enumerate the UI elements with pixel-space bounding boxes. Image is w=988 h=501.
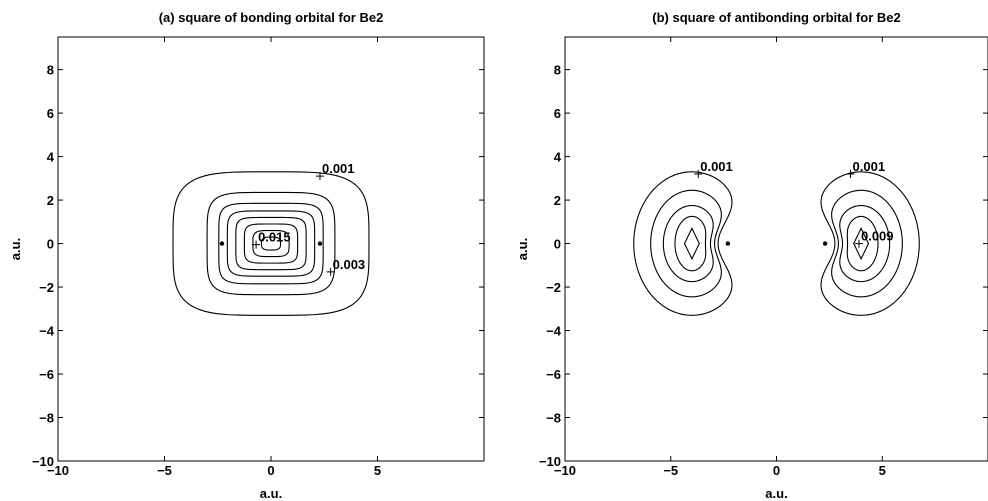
y-tick-label: 6: [554, 106, 561, 121]
y-tick-label: −6: [546, 367, 561, 382]
y-tick-label: 2: [554, 193, 561, 208]
contour-label: 0.009: [861, 229, 894, 244]
plot-frame: [564, 36, 988, 462]
x-axis-label: a.u.: [765, 486, 787, 501]
y-tick-label: −4: [39, 324, 55, 339]
contour-line-0.009: [853, 227, 870, 261]
contour-label: 0.015: [258, 230, 291, 245]
contour-label-marker: [252, 240, 261, 249]
y-tick-label: 0: [47, 237, 54, 252]
chart-title: (a) square of bonding orbital for Be2: [159, 10, 384, 25]
contour-line-0.011: [243, 223, 299, 264]
y-tick-label: 4: [554, 150, 562, 165]
x-tick-label: 0: [773, 463, 780, 478]
y-tick-label: −2: [546, 280, 561, 295]
x-axis-label: a.u.: [260, 486, 282, 501]
contour-line-0.007: [226, 210, 316, 277]
y-tick-label: 8: [554, 63, 561, 78]
contour-label-marker: [854, 239, 863, 248]
contour-line-0.001: [820, 171, 920, 316]
panel-a: (a) square of bonding orbital for Be2 0.0…: [8, 10, 485, 501]
contour-label-marker: [315, 172, 324, 181]
y-tick-label: 2: [47, 193, 54, 208]
contour-line-0.005: [839, 204, 891, 283]
y-tick-label: −6: [39, 367, 54, 382]
x-tick-label: 5: [374, 463, 381, 478]
contour-line-0.005: [218, 202, 324, 285]
x-tick-label: −10: [47, 463, 69, 478]
x-tick-label: −5: [157, 463, 172, 478]
x-tick-label: −5: [663, 463, 678, 478]
contour-label-marker: [846, 169, 855, 178]
x-tick-label: −10: [554, 463, 576, 478]
nucleus-dot: [822, 241, 828, 246]
y-tick-label: 8: [47, 63, 54, 78]
panel-b: (b) square of antibonding orbital for Be…: [515, 10, 988, 501]
y-axis-label: a.u.: [8, 238, 23, 260]
contour-line-0.003: [650, 189, 722, 298]
y-tick-label: −2: [39, 280, 54, 295]
y-tick-label: 6: [47, 106, 54, 121]
contour-line-0.009: [683, 227, 700, 261]
contour-label: 0.001: [700, 159, 733, 174]
nucleus-dot: [317, 241, 323, 246]
contour-label-marker: [694, 169, 703, 178]
contour-label: 0.003: [333, 257, 366, 272]
nucleus-dot: [219, 241, 225, 246]
contour-line-0.007: [674, 215, 707, 272]
nucleus-dot: [725, 241, 731, 246]
x-tick-label: 0: [267, 463, 274, 478]
y-tick-label: 0: [554, 237, 561, 252]
chart-title: (b) square of antibonding orbital for Be…: [652, 10, 900, 25]
contour-line-0.005: [662, 204, 714, 283]
y-tick-label: −8: [546, 411, 561, 426]
contour-line-0.007: [846, 215, 879, 272]
contour-line-0.013: [252, 229, 290, 258]
contour-label-marker: [326, 267, 335, 276]
contour-label: 0.001: [853, 159, 886, 174]
contour-line-0.003: [831, 189, 903, 298]
y-tick-label: −10: [539, 454, 561, 469]
y-tick-label: −8: [39, 411, 54, 426]
y-tick-label: 4: [47, 150, 55, 165]
plot-frame: [57, 36, 485, 462]
y-tick-label: −4: [546, 324, 562, 339]
contour-line-0.003: [206, 191, 336, 296]
contour-line-0.009: [235, 216, 307, 271]
contour-line-0.001: [172, 171, 370, 316]
contour-line-0.001: [633, 171, 733, 316]
contour-label: 0.001: [322, 161, 355, 176]
y-axis-label: a.u.: [515, 238, 530, 260]
x-tick-label: 5: [879, 463, 886, 478]
contour-line-0.015: [260, 236, 282, 251]
y-tick-label: −10: [32, 454, 54, 469]
